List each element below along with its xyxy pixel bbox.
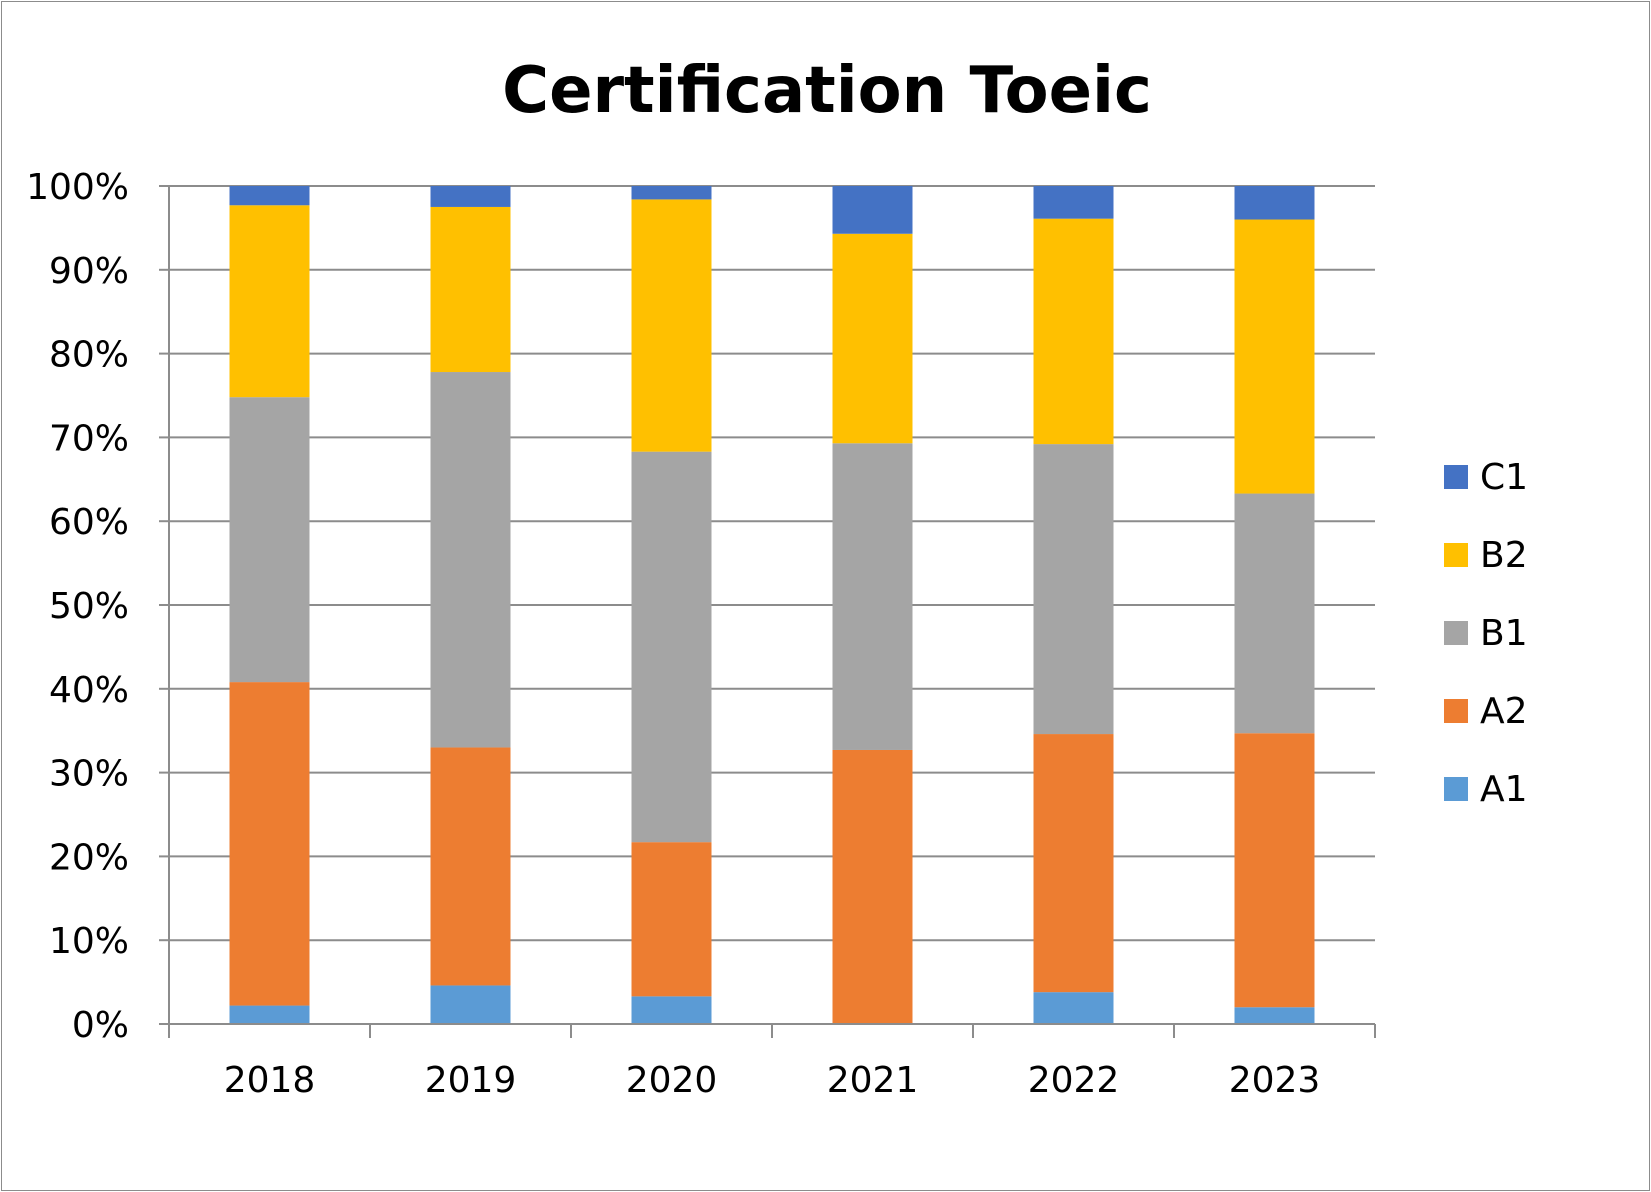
y-tick-label: 80% [49,335,129,376]
legend-swatch-a2 [1444,699,1468,723]
bar-segment-a1-2023 [1234,1007,1315,1024]
y-tick-label: 100% [26,167,129,208]
legend-swatch-b2 [1444,543,1468,567]
y-tick-label: 70% [49,418,129,459]
y-tick-label: 30% [49,754,129,795]
bar-segment-a2-2019 [430,747,511,986]
legend-swatch-b1 [1444,621,1468,645]
bar-segment-b1-2023 [1234,493,1315,734]
axes: 0% 10% 20% 30% 40% 50% 60% 70% 80% 90% 100% 2018 201… [26,167,1376,1101]
bar-segment-a2-2020 [631,842,712,997]
x-tick-label: 2020 [626,1060,718,1101]
bar-segment-a1-2022 [1033,992,1114,1024]
bar-segment-b2-2023 [1234,219,1315,494]
bar-segment-a1-2020 [631,996,712,1024]
legend-label-b2: B2 [1480,535,1528,576]
y-tick-label: 0% [72,1005,129,1046]
y-tick-label: 60% [49,502,129,543]
bar-segment-a2-2018 [229,682,310,1006]
x-tick-label: 2022 [1028,1060,1120,1101]
bar-segment-b2-2021 [832,233,913,444]
legend-label-c1: C1 [1480,457,1528,498]
gridlines [169,185,1375,942]
legend-swatch-a1 [1444,777,1468,801]
bar-segment-c1-2019 [430,186,511,207]
bar-segment-c1-2020 [631,186,712,200]
bar-segment-b1-2018 [229,397,310,683]
bar-segment-a1-2018 [229,1005,310,1024]
bar-segment-b2-2022 [1033,218,1114,445]
bar-segment-b2-2020 [631,199,712,452]
legend: C1 B2 B1 A2 A1 [1444,457,1528,810]
x-tick-label: 2018 [224,1060,316,1101]
bar-segment-b2-2019 [430,206,511,373]
y-tick-label: 20% [49,837,129,878]
chart-title: Certification Toeic [502,54,1152,128]
bar-segment-c1-2022 [1033,186,1114,219]
y-tick-label: 90% [49,251,129,292]
bar-segment-b1-2022 [1033,444,1114,735]
bar-segment-b1-2019 [430,372,511,748]
bar-segment-c1-2018 [229,186,310,206]
x-tick-label: 2019 [425,1060,517,1101]
y-tick-label: 10% [49,921,129,962]
legend-swatch-c1 [1444,465,1468,489]
legend-label-a2: A2 [1480,691,1528,732]
y-tick-label: 40% [49,670,129,711]
y-tick-label: 50% [49,586,129,627]
bar-segment-b1-2020 [631,451,712,843]
bar-segment-a2-2023 [1234,733,1315,1008]
x-tick-label: 2021 [827,1060,919,1101]
bar-segment-b1-2021 [832,443,913,750]
bar-segment-c1-2021 [832,186,913,234]
bar-segment-a2-2022 [1033,734,1114,993]
bar-segment-a1-2019 [430,985,511,1024]
bar-segment-a2-2021 [832,749,913,1024]
bars [229,186,1315,1024]
x-tick-label: 2023 [1229,1060,1321,1101]
legend-label-a1: A1 [1480,769,1528,810]
bar-segment-c1-2023 [1234,186,1315,220]
legend-label-b1: B1 [1480,613,1528,654]
bar-segment-b2-2018 [229,205,310,398]
